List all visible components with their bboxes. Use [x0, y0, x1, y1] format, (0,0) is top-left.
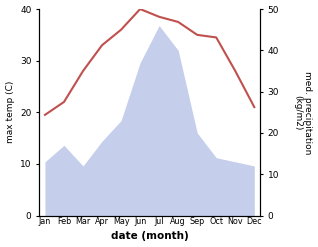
Y-axis label: med. precipitation
(kg/m2): med. precipitation (kg/m2) [293, 71, 313, 154]
Y-axis label: max temp (C): max temp (C) [5, 81, 15, 144]
X-axis label: date (month): date (month) [111, 231, 189, 242]
